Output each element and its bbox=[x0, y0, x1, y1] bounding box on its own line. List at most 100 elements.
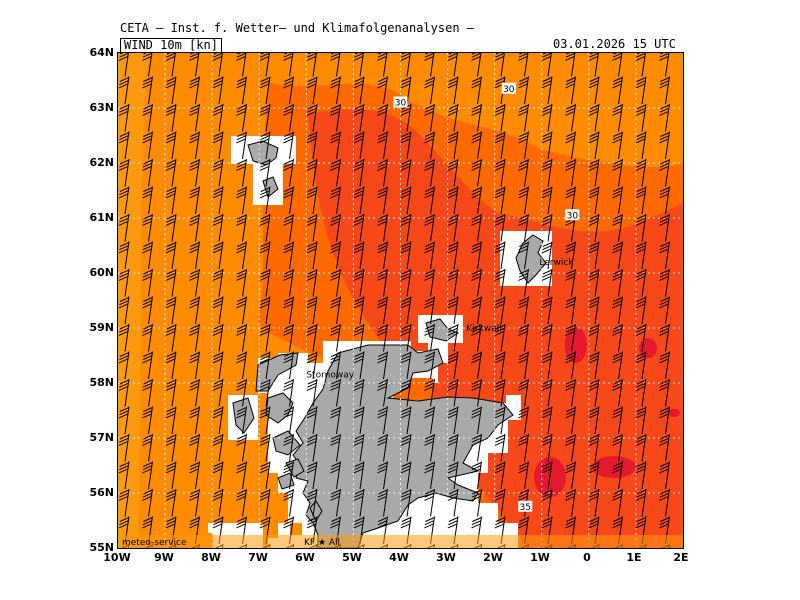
wind-barb bbox=[306, 76, 318, 105]
wind-barb bbox=[212, 323, 224, 352]
wind-barb bbox=[518, 351, 529, 380]
wind-barb bbox=[189, 158, 200, 187]
wind-barb bbox=[306, 213, 318, 242]
isotach-label: 35 bbox=[520, 503, 531, 513]
wind-barb bbox=[494, 268, 506, 297]
wind-barb bbox=[635, 323, 647, 352]
wind-barb bbox=[306, 378, 318, 407]
isotach-label-bg bbox=[518, 500, 533, 512]
wind-barb bbox=[400, 351, 412, 380]
lon-tick: 8W bbox=[201, 551, 221, 564]
wind-barb bbox=[165, 296, 177, 325]
wind-barb bbox=[659, 103, 670, 132]
wind-barb bbox=[400, 241, 412, 270]
wind-barb bbox=[424, 158, 435, 187]
wind-barb bbox=[612, 488, 623, 517]
wind-barb bbox=[306, 433, 318, 462]
wind-barb bbox=[612, 461, 623, 490]
wind-barb bbox=[118, 131, 130, 160]
wind-barb bbox=[471, 268, 482, 297]
wind-barb bbox=[565, 158, 576, 187]
wind-barb bbox=[118, 378, 130, 407]
wind-barb bbox=[377, 406, 388, 435]
wind-barb bbox=[118, 103, 130, 132]
wind-barb bbox=[377, 186, 388, 215]
wind-barb bbox=[212, 488, 224, 517]
wind-barb bbox=[400, 406, 412, 435]
wind-barb bbox=[118, 323, 130, 352]
wind-barb bbox=[377, 433, 388, 462]
wind-barb bbox=[659, 268, 670, 297]
wind-barb bbox=[236, 103, 247, 132]
isotach-label-bg bbox=[501, 82, 516, 94]
wind-barb bbox=[353, 158, 365, 187]
wind-barb bbox=[424, 103, 435, 132]
wind-barb bbox=[635, 186, 647, 215]
wind-barb bbox=[330, 131, 341, 160]
wind-barb bbox=[330, 158, 341, 187]
wind-barb bbox=[330, 53, 341, 77]
wind-barb bbox=[353, 103, 365, 132]
wind-barb bbox=[518, 461, 529, 490]
wind-barb bbox=[494, 158, 506, 187]
wind-barb bbox=[494, 461, 506, 490]
wind-barb bbox=[377, 213, 388, 242]
place-labels: Lerwick Kirkwall Stornoway bbox=[306, 258, 574, 381]
lon-tick: 5W bbox=[342, 551, 362, 564]
wind-barb bbox=[377, 323, 388, 352]
wind-barb bbox=[400, 488, 412, 517]
isotach-label-bg bbox=[565, 209, 580, 221]
wind-barb bbox=[142, 76, 153, 105]
wind-barb bbox=[259, 461, 271, 490]
wind-barb bbox=[306, 158, 318, 187]
wind-barb bbox=[494, 186, 506, 215]
wind-barb bbox=[259, 131, 271, 160]
wind-barb bbox=[471, 213, 482, 242]
wind-barb bbox=[400, 53, 411, 77]
wind-barb bbox=[283, 241, 294, 270]
wind-barb bbox=[612, 158, 623, 187]
wind-barb bbox=[635, 268, 647, 297]
wind-barb bbox=[142, 296, 153, 325]
wind-barb bbox=[142, 158, 153, 187]
wind-barb bbox=[588, 433, 600, 462]
wind-barb bbox=[236, 323, 247, 352]
wind-barb bbox=[189, 378, 200, 407]
wind-barb bbox=[165, 241, 177, 270]
wind-barb bbox=[400, 296, 412, 325]
wind-barb bbox=[565, 53, 576, 77]
wind-barb bbox=[330, 406, 341, 435]
wind-barb bbox=[283, 158, 294, 187]
wind-barb bbox=[306, 488, 318, 517]
wind-barb bbox=[306, 186, 318, 215]
wind-barb bbox=[447, 213, 459, 242]
wind-barb bbox=[353, 406, 365, 435]
isotach-label: 30 bbox=[503, 85, 515, 95]
wind-barb bbox=[330, 461, 341, 490]
wind-barb bbox=[283, 488, 294, 517]
wind-barb bbox=[635, 433, 647, 462]
place-label: Lerwick bbox=[539, 258, 574, 268]
footer-bar bbox=[118, 535, 683, 548]
wind-barb bbox=[142, 323, 153, 352]
wind-barb bbox=[189, 213, 200, 242]
wind-barb bbox=[424, 241, 435, 270]
wind-barb bbox=[353, 461, 365, 490]
wind-barb bbox=[189, 103, 200, 132]
wind-barb bbox=[259, 351, 271, 380]
wind-barb bbox=[588, 241, 600, 270]
wind-barb bbox=[612, 323, 623, 352]
wind-barb bbox=[212, 103, 224, 132]
wind-barb bbox=[565, 103, 576, 132]
wind-barb bbox=[283, 351, 294, 380]
wind-barb bbox=[635, 406, 647, 435]
wind-barb bbox=[612, 406, 623, 435]
wind-barb bbox=[541, 158, 553, 187]
wind-max-blob-4 bbox=[592, 456, 636, 478]
wind-barb bbox=[236, 296, 247, 325]
credit-label: KF ★ All bbox=[304, 538, 340, 548]
wind-barb bbox=[400, 268, 412, 297]
wind-barb bbox=[165, 323, 177, 352]
wind-barb bbox=[447, 461, 459, 490]
wind-barb bbox=[659, 323, 670, 352]
